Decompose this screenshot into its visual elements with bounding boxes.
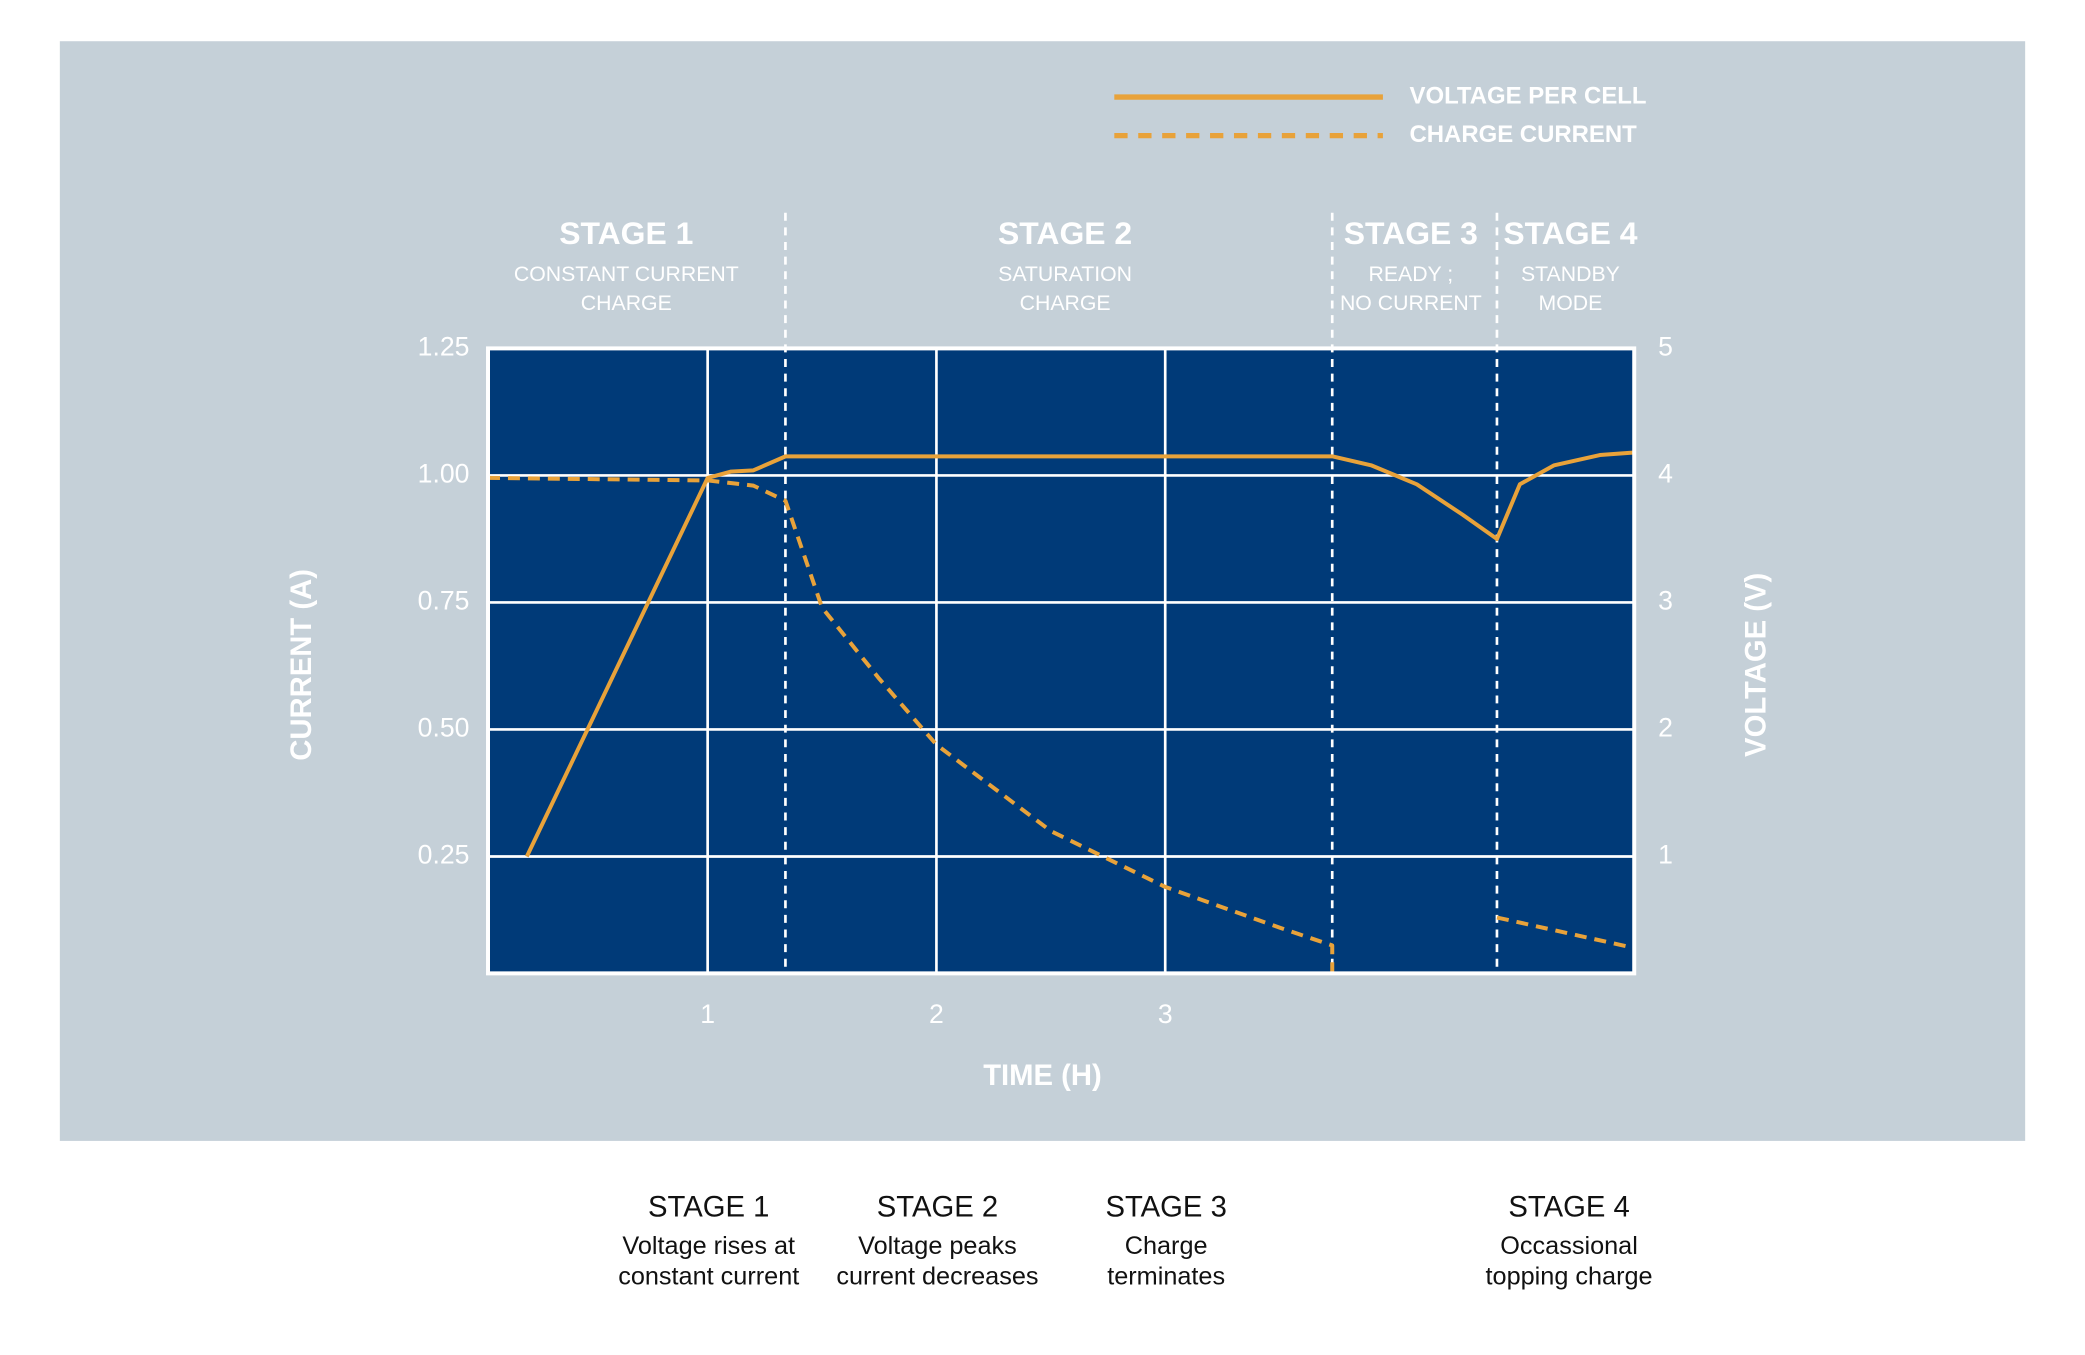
y-axis-title: CURRENT (A) — [286, 569, 318, 761]
y-tick-label: 1.25 — [418, 331, 470, 361]
y2-tick-label: 3 — [1658, 585, 1673, 615]
stage-subtitle: CONSTANT CURRENT — [514, 262, 739, 286]
stage-title: STAGE 1 — [559, 215, 693, 251]
note-title: STAGE 2 — [877, 1191, 998, 1223]
stage-title: STAGE 2 — [998, 215, 1132, 251]
y2-tick-label: 2 — [1658, 713, 1673, 743]
x-tick-label: 2 — [929, 999, 944, 1029]
stage-subtitle: MODE — [1538, 291, 1602, 315]
note-text: terminates — [1107, 1263, 1225, 1291]
y-tick-label: 0.25 — [418, 840, 470, 870]
y2-axis-title: VOLTAGE (V) — [1741, 573, 1773, 757]
stage-subtitle: SATURATION — [998, 262, 1132, 286]
y2-tick-label: 1 — [1658, 840, 1673, 870]
y-tick-label: 0.50 — [418, 713, 470, 743]
note-title: STAGE 3 — [1105, 1191, 1226, 1223]
plot-area — [488, 348, 1635, 974]
note-text: topping charge — [1486, 1263, 1653, 1291]
legend-label: VOLTAGE PER CELL — [1410, 82, 1647, 109]
series-line — [487, 475, 1635, 974]
stage-subtitle: CHARGE — [1020, 291, 1111, 315]
note-text: Voltage rises at — [622, 1232, 795, 1260]
y-tick-label: 1.00 — [418, 458, 470, 488]
note-text: Charge — [1125, 1232, 1208, 1260]
note-text: Voltage peaks — [858, 1232, 1017, 1260]
stage-title: STAGE 3 — [1344, 215, 1478, 251]
note-text: constant current — [618, 1263, 799, 1291]
note-title: STAGE 1 — [648, 1191, 769, 1223]
y2-tick-label: 5 — [1658, 331, 1673, 361]
note-text: Occassional — [1500, 1232, 1638, 1260]
plot-frame — [486, 346, 1637, 976]
stage-subtitle: STANDBY — [1521, 262, 1620, 286]
x-axis-title: TIME (H) — [983, 1060, 1102, 1092]
legend-label: CHARGE CURRENT — [1410, 121, 1638, 148]
stage-subtitle: NO CURRENT — [1340, 291, 1482, 315]
stage-title: STAGE 4 — [1503, 215, 1637, 251]
x-tick-label: 3 — [1158, 999, 1173, 1029]
series-line — [525, 450, 1635, 858]
note-text: current decreases — [836, 1263, 1038, 1291]
y-tick-label: 0.75 — [418, 585, 470, 615]
stage-subtitle: CHARGE — [581, 291, 672, 315]
stage-subtitle: READY ; — [1368, 262, 1453, 286]
x-tick-label: 1 — [700, 999, 715, 1029]
y2-tick-label: 4 — [1658, 458, 1673, 488]
note-title: STAGE 4 — [1508, 1191, 1629, 1223]
